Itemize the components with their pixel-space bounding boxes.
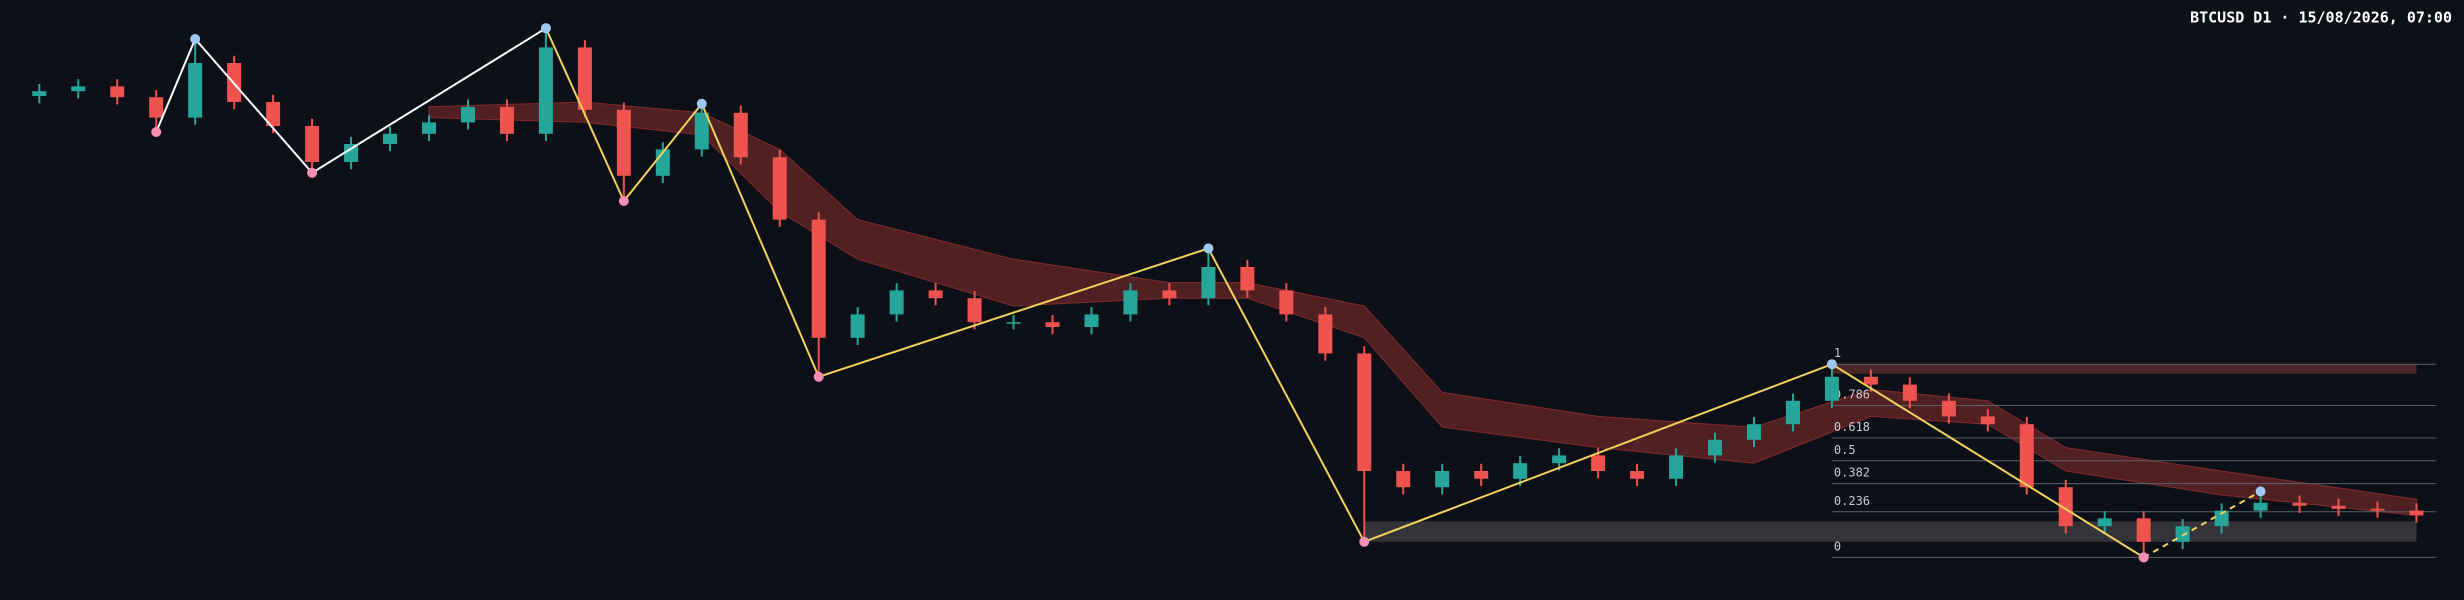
candle-body (967, 298, 982, 323)
candle-body (1630, 471, 1645, 479)
candle-body (2019, 424, 2034, 488)
candle-body (2409, 510, 2424, 516)
candle-body (1006, 322, 1021, 324)
candle-body (2292, 502, 2307, 506)
pivot-point (2255, 486, 2266, 497)
candle-body (1902, 384, 1917, 401)
pivot-point (696, 98, 707, 109)
pivot-point (618, 196, 629, 206)
candle-body (305, 126, 320, 162)
pivot-point (151, 127, 162, 137)
candle-body (1669, 455, 1684, 479)
chart-title: BTCUSD D1 · 15/08/2026, 07:00 (2190, 9, 2452, 27)
zigzag-line (155, 27, 547, 175)
candle-body (2058, 487, 2073, 527)
candle-body (1785, 400, 1800, 425)
candle-body (1318, 314, 1333, 354)
zigzag-line (2143, 490, 2262, 559)
candle-body (1980, 416, 1995, 425)
candle-body (1084, 314, 1099, 327)
pivot-point (540, 23, 551, 34)
fib-label: 0.5 (1834, 443, 1856, 457)
candle-body (1941, 400, 1956, 417)
candle-body (2097, 518, 2112, 527)
candle-body (1708, 439, 1723, 456)
candle-body (1279, 290, 1294, 315)
fib-label: 0.236 (1834, 494, 1870, 508)
candle-body (2331, 505, 2346, 509)
candle-body (1045, 322, 1060, 327)
candle-body (1201, 267, 1216, 299)
candle-body (538, 47, 553, 134)
candle-body (1746, 424, 1761, 440)
candle-body (577, 47, 592, 110)
candle-body (1162, 290, 1177, 299)
candle-body (1863, 376, 1878, 385)
zone (1364, 521, 2417, 542)
fib-label: 0 (1834, 539, 1841, 553)
candle-body (1123, 290, 1138, 315)
candle-body (928, 290, 943, 299)
pivot-point (2138, 552, 2149, 563)
candle-body (2214, 510, 2229, 527)
candle-body (266, 102, 281, 126)
candle-body (889, 290, 904, 315)
candle-body (2253, 502, 2268, 511)
pivot-point (307, 167, 318, 178)
candle-body (1591, 455, 1606, 471)
pivot-point (813, 371, 824, 382)
candle-body (850, 314, 865, 338)
candle-body (2175, 526, 2190, 542)
candle-body (1240, 267, 1255, 291)
candle-body (772, 157, 787, 220)
candle-body (149, 97, 164, 118)
candle-body (811, 219, 826, 338)
candle-body (188, 63, 203, 118)
candle-body (1357, 353, 1372, 471)
candle-body (383, 133, 398, 144)
candle-body (1824, 376, 1839, 401)
candle-body (460, 106, 475, 123)
fib-label: 0.382 (1834, 466, 1870, 480)
pivot-point (1203, 243, 1214, 254)
fib-label: 0.786 (1834, 388, 1870, 402)
candle-body (344, 144, 359, 162)
candle-body (1396, 471, 1411, 488)
fib-label: 1 (1834, 346, 1841, 360)
zigzag-line (544, 27, 2145, 559)
candle-body (499, 106, 514, 134)
candle-body (616, 109, 631, 176)
pivot-point (1826, 359, 1837, 370)
candle-body (110, 86, 125, 98)
candle-body (1435, 471, 1450, 488)
zone (1831, 364, 2417, 374)
candle-body (422, 122, 436, 134)
candle-body (733, 112, 748, 158)
candle-body (1552, 455, 1567, 464)
candle-body (32, 91, 47, 96)
candle-body (71, 86, 86, 92)
candle-body (1513, 463, 1528, 479)
candle-body (1474, 471, 1489, 479)
candle-body (694, 112, 709, 150)
fib-label: 0.618 (1834, 420, 1870, 434)
pivot-point (1359, 536, 1370, 547)
candle-body (2370, 508, 2385, 511)
candle-body (2136, 518, 2151, 542)
pivot-point (190, 34, 201, 44)
